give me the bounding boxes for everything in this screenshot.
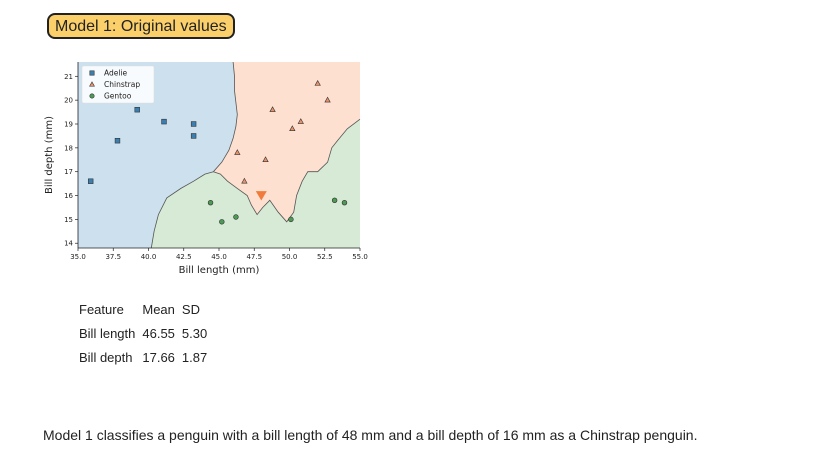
- legend-adelie-icon: [89, 70, 95, 76]
- legend-box: [81, 65, 155, 104]
- adelie-point: [114, 137, 121, 144]
- x-tick-label: 47.5: [246, 253, 262, 261]
- gentoo-point: [341, 199, 348, 206]
- boundary-line: [213, 61, 238, 172]
- boundary-line: [150, 171, 214, 249]
- legend-chinstrap-label: Chinstrap: [104, 80, 140, 89]
- table-row: Bill length 46.55 5.30: [76, 323, 211, 347]
- x-tick-label: 45.0: [211, 253, 227, 261]
- feature-stats-table: Feature Mean SD Bill length 46.55 5.30 B…: [76, 299, 211, 371]
- chart-axes: 35.0 37.5 40.0 42.5 45.0 47.5 50.0 52.5 55.0 14 15…: [64, 62, 368, 261]
- sd-cell: 1.87: [181, 350, 208, 365]
- legend-gentoo-icon: [89, 93, 95, 99]
- feature-name-cell: Bill depth: [79, 350, 133, 365]
- adelie-point: [161, 118, 167, 125]
- y-tick-label: 14: [64, 240, 73, 248]
- x-tick-label: 42.5: [176, 253, 192, 261]
- mean-cell: 17.66: [142, 350, 175, 365]
- mean-cell: 46.55: [142, 326, 175, 341]
- chinstrap-point: [269, 106, 276, 112]
- header-sd: SD: [181, 302, 200, 317]
- chinstrap-point: [241, 177, 248, 184]
- adelie-point: [87, 178, 94, 184]
- chinstrap-region: [213, 62, 360, 222]
- y-tick-label: 16: [64, 192, 73, 200]
- table-header-row: Feature Mean SD: [76, 299, 211, 323]
- gentoo-point: [288, 216, 294, 223]
- data-points: [87, 79, 348, 225]
- y-tick-label: 17: [64, 168, 73, 176]
- x-tick-label: 35.0: [70, 253, 86, 261]
- decision-regions: [78, 62, 360, 248]
- chinstrap-point: [234, 149, 241, 155]
- x-tick-label: 37.5: [105, 253, 121, 261]
- y-axis-label: Bill depth (mm): [44, 116, 55, 194]
- gentoo-point: [207, 199, 214, 206]
- model-title-badge: Model 1: Original values: [47, 13, 235, 39]
- x-tick-label: 55.0: [352, 253, 368, 261]
- adelie-point: [190, 121, 197, 127]
- adelie-region: [78, 62, 238, 248]
- legend-chinstrap-icon: [89, 81, 95, 87]
- header-feature: Feature: [79, 302, 124, 317]
- chinstrap-point: [324, 96, 331, 103]
- chinstrap-point: [289, 125, 296, 131]
- y-tick-label: 19: [64, 121, 73, 129]
- table-row: Bill depth 17.66 1.87: [76, 347, 211, 371]
- adelie-point: [134, 106, 140, 113]
- gentoo-point: [233, 214, 239, 220]
- x-tick-label: 50.0: [282, 253, 298, 261]
- legend-gentoo-label: Gentoo: [104, 92, 132, 101]
- x-tick-label: 40.0: [141, 253, 157, 261]
- y-tick-label: 20: [64, 97, 73, 105]
- sd-cell: 5.30: [181, 326, 208, 341]
- x-axis-label: Bill length (mm): [179, 265, 260, 276]
- x-tick-label: 52.5: [317, 253, 333, 261]
- boundary-line: [213, 118, 361, 223]
- decision-boundary-chart: 35.0 37.5 40.0 42.5 45.0 47.5 50.0 52.5 55.0 14 15…: [44, 61, 368, 276]
- y-tick-label: 18: [64, 144, 73, 152]
- chinstrap-point: [262, 156, 269, 162]
- y-tick-label: 15: [64, 216, 73, 224]
- chinstrap-point: [314, 79, 321, 86]
- chart-legend: Adelie Chinstrap Gentoo: [81, 65, 155, 104]
- decision-boundaries: [150, 61, 361, 249]
- chinstrap-point: [297, 118, 304, 124]
- feature-name-cell: Bill length: [79, 326, 136, 341]
- gentoo-point: [219, 219, 225, 225]
- header-mean: Mean: [142, 302, 175, 317]
- gentoo-point: [331, 197, 338, 204]
- legend-adelie-label: Adelie: [104, 69, 128, 78]
- adelie-point: [190, 133, 197, 139]
- query-point-marker: [255, 191, 267, 201]
- y-tick-label: 21: [64, 73, 73, 81]
- classification-caption: Model 1 classifies a penguin with a bill…: [43, 427, 698, 443]
